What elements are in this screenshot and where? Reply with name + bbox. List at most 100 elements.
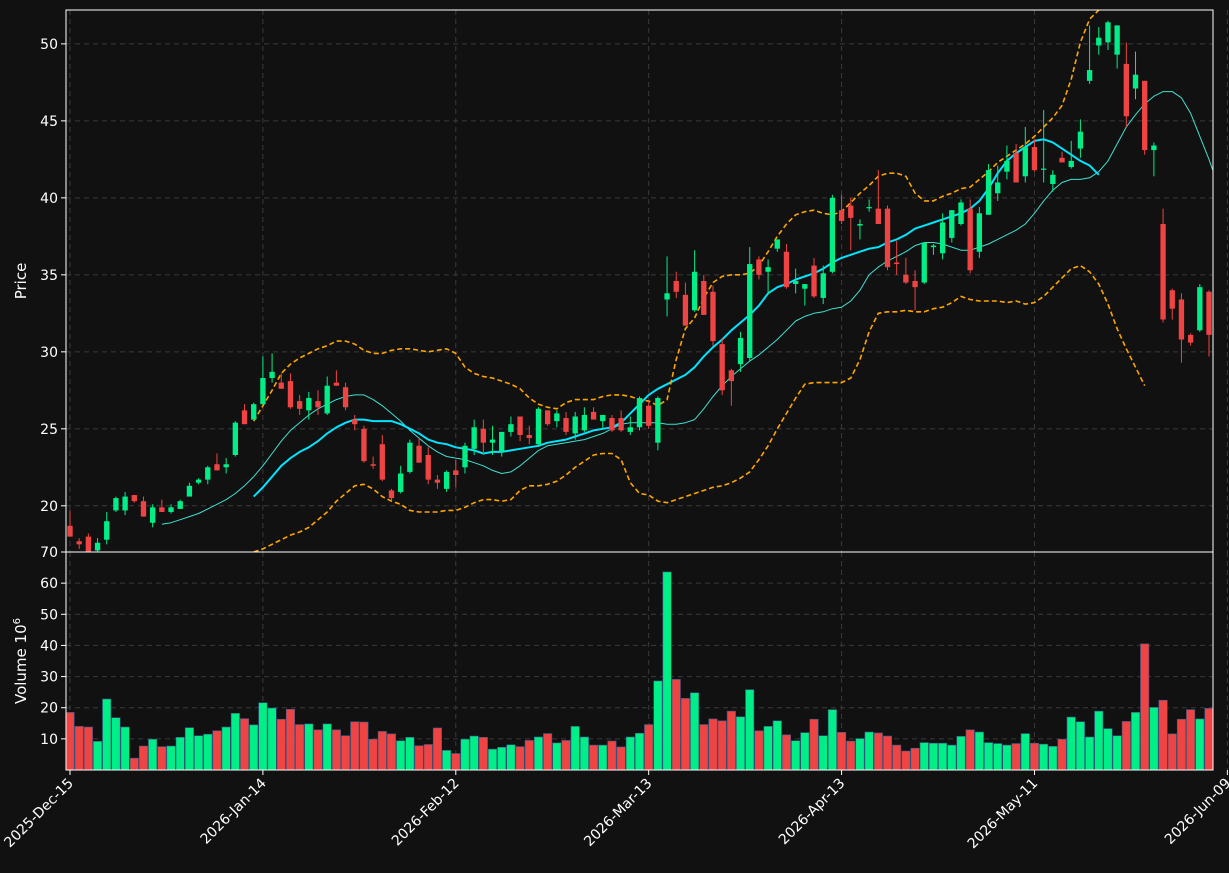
candle-body (1187, 334, 1194, 343)
volume-bar (377, 731, 387, 770)
volume-bar (533, 736, 543, 770)
volume-bar (267, 707, 277, 770)
volume-bar (74, 726, 84, 770)
candle-body (324, 385, 330, 414)
volume-bar (928, 742, 938, 770)
price-tick-label: 35 (40, 268, 58, 284)
candle-body (701, 281, 707, 315)
volume-tick-label: 40 (40, 638, 58, 654)
volume-bar (837, 732, 847, 770)
candle-body (747, 264, 753, 358)
candle-body (342, 387, 349, 408)
volume-bar (368, 738, 378, 770)
volume-bar (653, 680, 663, 770)
candle-body (1050, 174, 1056, 184)
candle-body (269, 371, 275, 379)
volume-bar (965, 729, 975, 770)
volume-bar (919, 742, 929, 770)
candle-body (177, 501, 183, 509)
candle-body (398, 473, 404, 492)
volume-bar (717, 720, 727, 770)
candle-body (958, 202, 964, 225)
candle-body (710, 291, 716, 342)
volume-bar (1085, 736, 1095, 770)
volume-bar (175, 736, 185, 770)
candle-body (930, 245, 937, 248)
candle-body (1077, 131, 1084, 149)
price-tick-label: 50 (40, 37, 58, 53)
candle-body (361, 428, 367, 462)
candle-body (655, 398, 661, 443)
volume-tick-label: 70 (40, 545, 58, 561)
candle-body (600, 414, 606, 422)
candle-body (168, 507, 174, 512)
volume-bar (1057, 738, 1067, 770)
volume-bar (772, 720, 782, 770)
volume-bar (708, 718, 718, 770)
candle-body (251, 404, 257, 420)
volume-bar (423, 744, 433, 770)
candle-body (1132, 74, 1139, 89)
volume-bar (451, 753, 461, 770)
candle-body (967, 208, 973, 271)
volume-bar (892, 744, 902, 770)
volume-bar (671, 679, 681, 770)
candle-body (352, 419, 358, 425)
candle-body (1086, 70, 1093, 81)
overlay-lines (161, 10, 1213, 552)
volume-bar (83, 726, 93, 770)
volume-bar (194, 735, 204, 770)
candle-body (1197, 287, 1203, 331)
candle-body (453, 470, 459, 476)
candle-body (296, 401, 303, 409)
candle-body (728, 370, 735, 382)
volume-bar (984, 742, 994, 770)
price-grid (66, 10, 1228, 552)
volume-unit-exponent: 6 (12, 618, 23, 624)
candle-body (462, 445, 468, 468)
volume-bar (561, 740, 571, 770)
candle-body (122, 496, 128, 511)
candle-body (232, 422, 239, 455)
candle-body (94, 542, 101, 551)
volume-bar (506, 744, 516, 770)
candle-body (756, 259, 762, 275)
volume-bar (469, 735, 479, 770)
volume-bar (230, 713, 240, 770)
volume-bar (497, 746, 507, 770)
volume-bar (524, 740, 534, 770)
volume-bar (276, 718, 286, 770)
candle-body (416, 445, 422, 463)
volume-bar (1002, 744, 1012, 770)
volume-bar (791, 740, 801, 770)
candle-body (939, 222, 946, 254)
candle-body (471, 427, 477, 449)
candle-body (884, 208, 891, 268)
volume-bar (625, 736, 635, 770)
volume-bar (102, 698, 112, 770)
candle-body (287, 381, 294, 408)
ma_fast-line (161, 91, 1213, 525)
volume-axes-frame (65, 551, 1214, 771)
volume-bar (1130, 712, 1141, 770)
volume-bar (239, 718, 250, 770)
volume-bar (129, 757, 139, 770)
volume-bar (754, 730, 764, 770)
candle-body (646, 405, 652, 426)
volume-bar (570, 726, 580, 770)
volume-bar (341, 735, 351, 770)
volume-bar (781, 734, 791, 770)
volume-bar (864, 731, 874, 770)
volume-bar (221, 726, 231, 770)
candle-body (554, 413, 560, 422)
volume-bar (295, 724, 305, 770)
candle-body (1142, 80, 1148, 151)
candle-body (205, 467, 211, 480)
volume-bar (66, 712, 75, 770)
candle-body (590, 411, 597, 420)
candle-body (848, 205, 854, 218)
candle-body (1096, 37, 1102, 46)
volume-tick-label: 20 (40, 701, 58, 717)
volume-bar (882, 735, 893, 770)
candle-body (67, 525, 73, 537)
